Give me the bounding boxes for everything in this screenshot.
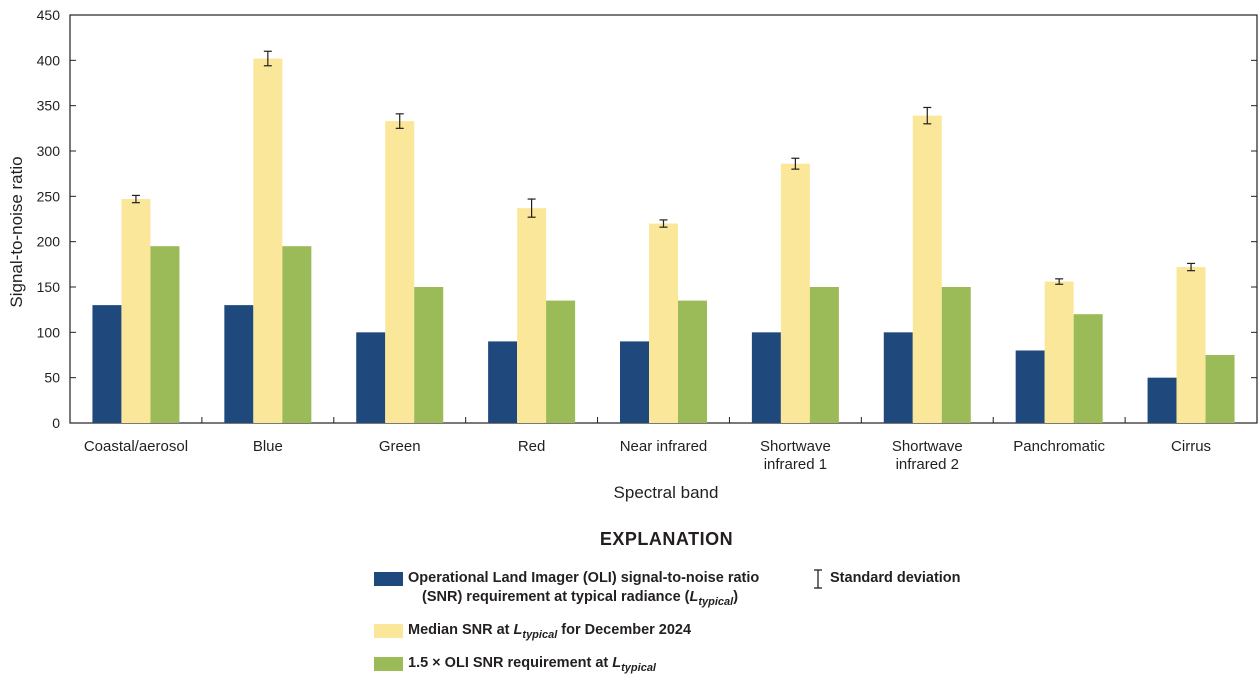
x-tick-label: Green [379,438,421,455]
legend-std-label: Standard deviation [830,570,961,586]
bar-requirement_1_5x [941,287,971,423]
legend-swatch-requirement [374,572,403,586]
bar-requirement_1_5x [150,246,180,423]
x-tick-label: Shortwave infrared 2 [892,438,963,473]
x-tick-label: Blue [253,438,283,455]
bar-requirement_1_5x [414,287,444,423]
x-axis-title: Spectral band [614,483,719,502]
plot-area: 0 50 100 150 200 250 300 350 400 450 Coastal/aeros… [37,7,1258,473]
y-tick-label: 250 [37,188,61,204]
x-tick-label: Shortwave infrared 1 [760,438,831,473]
x-tick-label: Cirrus [1171,438,1211,455]
bar-requirement [224,305,254,423]
x-tick-label-line: Shortwave [760,438,831,455]
bar-median [517,208,547,423]
bar-requirement [1147,377,1177,423]
x-tick-label: Near infrared [620,438,708,455]
bar-requirement_1_5x [809,287,839,423]
legend-requirement-line2: (SNR) requirement at typical radiance ( [422,589,690,605]
x-tick-label-line: Shortwave [892,438,963,455]
bar-requirement [883,332,913,423]
bar-requirement [620,341,649,423]
x-tick-label-line: Cirrus [1171,438,1211,455]
bar-requirement_1_5x [546,300,576,423]
bar-requirement_1_5x [282,246,312,423]
bar-requirement [751,332,781,423]
x-tick-label-line: Blue [253,438,283,455]
x-tick-label-line: Green [379,438,421,455]
y-tick-label: 350 [37,98,61,114]
y-tick-label: 400 [37,52,61,68]
x-tick-label: Panchromatic [1013,438,1105,455]
legend-requirement-line1: Operational Land Imager (OLI) signal-to-… [408,570,760,586]
bar-median [253,58,283,424]
bar-requirement [488,341,518,423]
y-tick-label: 0 [52,415,60,431]
snr-bar-chart: 0 50 100 150 200 250 300 350 400 450 Coastal/aeros… [7,7,1258,502]
y-tick-label: 450 [37,7,61,23]
y-tick-label: 200 [37,234,61,250]
bar-requirement_1_5x [1205,355,1235,423]
bar-median [912,115,942,423]
y-tick-label: 100 [37,324,61,340]
y-axis-title: Signal-to-noise ratio [7,156,26,307]
bar-requirement_1_5x [1073,314,1103,423]
legend-median-label: Median SNR at [408,622,514,638]
bar-requirement [1015,350,1045,423]
x-tick-label: Coastal/aerosol [84,438,188,455]
x-tick-label: Red [518,438,546,455]
bar-median [780,163,810,423]
bar-requirement [92,305,122,423]
y-tick-label: 300 [37,143,61,159]
bar-median [1044,281,1074,423]
bar-median [649,223,678,423]
bar-requirement_1_5x [678,300,707,423]
error-bar-icon [814,569,822,589]
x-tick-label-line: Red [518,438,546,455]
legend-swatch-requirement-1-5x [374,657,403,671]
x-tick-label-line: infrared 1 [764,456,827,473]
bar-median [121,199,151,423]
legend-title: EXPLANATION [599,529,734,549]
bar-median [385,121,415,423]
x-tick-label-line: Near infrared [620,438,708,455]
x-tick-label-line: Panchromatic [1013,438,1105,455]
legend-requirement-1-5x-label: 1.5 × OLI SNR requirement at [408,655,613,671]
y-tick-label: 150 [37,279,61,295]
bar-median [1176,267,1206,423]
legend-swatch-median [374,624,403,638]
y-tick-label: 50 [44,370,60,386]
bar-requirement [356,332,386,423]
x-tick-label-line: infrared 2 [896,456,959,473]
x-tick-label-line: Coastal/aerosol [84,438,188,455]
legend: EXPLANATION Operational Land Imager (OLI… [0,525,1259,678]
